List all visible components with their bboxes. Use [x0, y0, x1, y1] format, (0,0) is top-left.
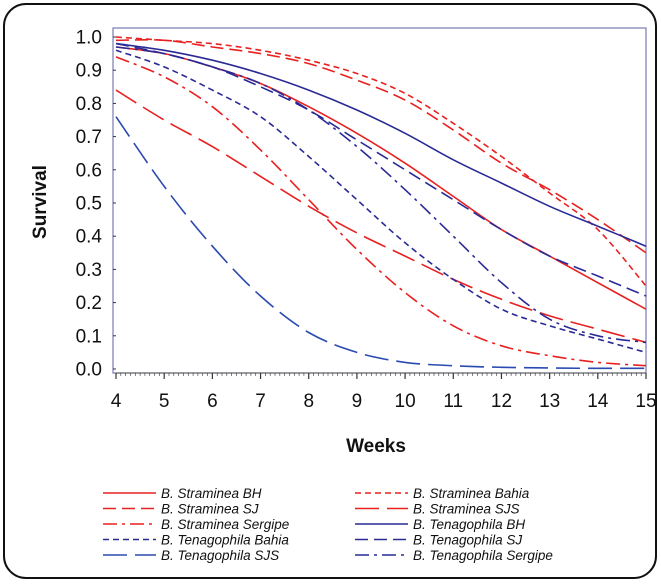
legend-label-7: B. Tenagophila SJ — [413, 533, 522, 548]
x-tick-label: 6 — [207, 391, 218, 412]
x-tick-label: 14 — [587, 391, 609, 412]
y-tick-label: 0.6 — [76, 160, 102, 181]
legend-label-8: B. Tenagophila SJS — [161, 548, 279, 563]
series-line-5 — [115, 42, 647, 247]
x-tick-label: 10 — [395, 391, 416, 412]
y-tick-label: 0.2 — [76, 293, 102, 314]
y-tick-label: 0.5 — [76, 194, 102, 215]
x-tick-label: 7 — [255, 391, 266, 412]
y-axis-title: Survival — [30, 165, 51, 239]
x-tick-label: 13 — [539, 391, 560, 412]
legend-label-9: B. Tenagophila Sergipe — [413, 548, 553, 563]
series-line-3 — [115, 89, 647, 344]
y-tick-label: 0.9 — [76, 61, 102, 82]
x-axis-title: Weeks — [346, 436, 406, 457]
y-tick-label: 0.4 — [76, 227, 103, 248]
y-axis: 0.0 0.1 0.2 0.3 0.4 0.5 0.6 0.7 0.8 0.9 1.0 — [76, 28, 116, 381]
y-tick-label: 0.0 — [76, 360, 102, 381]
legend-label-0: B. Straminea BH — [161, 486, 262, 501]
y-tick-label: 0.7 — [76, 127, 102, 148]
legend-label-1: B. Straminea Bahia — [413, 486, 530, 501]
x-tick-label: 8 — [303, 391, 314, 412]
series-line-9 — [115, 46, 647, 344]
series-lines — [115, 36, 647, 370]
y-tick-label: 0.8 — [76, 94, 102, 115]
x-tick-label: 15 — [635, 391, 656, 412]
legend-label-6: B. Tenagophila Bahia — [161, 533, 289, 548]
series-line-2 — [115, 39, 647, 254]
x-tick-label: 4 — [111, 391, 122, 412]
series-line-6 — [115, 49, 647, 354]
y-tick-label: 0.3 — [76, 260, 102, 281]
series-line-8 — [115, 116, 647, 370]
x-axis: 4 5 6 7 8 9 10 11 12 13 14 15 — [111, 372, 657, 412]
y-tick-label: 0.1 — [76, 326, 102, 347]
x-tick-label: 12 — [491, 391, 512, 412]
series-line-1 — [115, 36, 647, 287]
series-line-4 — [115, 56, 647, 367]
legend-label-5: B. Tenagophila BH — [413, 517, 525, 532]
legend-label-3: B. Straminea SJS — [413, 502, 520, 517]
legend-label-4: B. Straminea Sergipe — [161, 517, 289, 532]
legend-label-2: B. Straminea SJ — [161, 502, 259, 517]
x-tick-label: 11 — [443, 391, 463, 412]
y-tick-label: 1.0 — [76, 28, 102, 49]
x-tick-label: 5 — [159, 391, 170, 412]
x-tick-label: 9 — [352, 391, 363, 412]
